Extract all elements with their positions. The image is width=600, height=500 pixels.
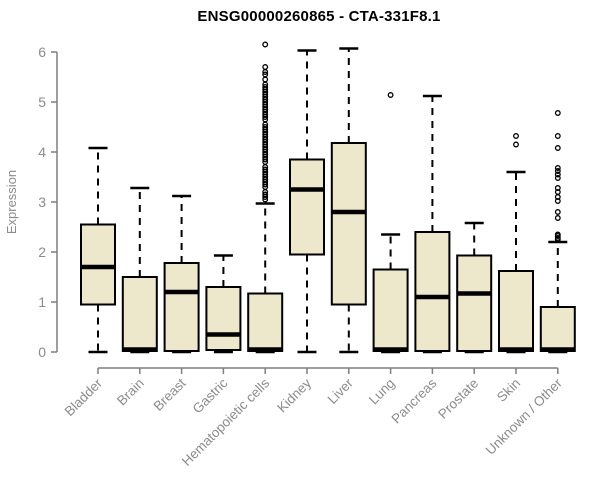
outlier-point xyxy=(262,76,269,83)
outlier-point xyxy=(554,175,561,181)
outlier-point xyxy=(262,64,269,70)
box-kidney xyxy=(289,49,325,354)
outlier-point xyxy=(554,165,561,171)
outlier-point xyxy=(262,41,269,48)
outlier-point xyxy=(554,133,561,139)
x-tick-label-prostate: Prostate xyxy=(435,376,481,422)
y-axis: 0 1 2 3 4 5 6 Expression xyxy=(4,44,58,360)
y-tick-label: 3 xyxy=(38,194,46,210)
outlier-point xyxy=(554,185,561,191)
y-tick-label: 2 xyxy=(38,244,46,260)
box-lung xyxy=(372,92,409,354)
iqr-box xyxy=(80,223,116,306)
iqr-box xyxy=(539,306,576,352)
outlier-point xyxy=(262,191,269,198)
outlier-point xyxy=(262,124,269,130)
box-unknown-other xyxy=(539,110,576,354)
box-gastric xyxy=(205,254,242,354)
x-tick-label-breast: Breast xyxy=(151,375,189,413)
x-tick-label-brain: Brain xyxy=(114,376,147,409)
box-hematopoietic-cells xyxy=(247,41,284,354)
box-bladder xyxy=(80,146,116,354)
y-tick-label: 0 xyxy=(38,344,46,360)
iqr-box xyxy=(330,142,367,306)
outlier-point xyxy=(554,235,561,241)
outlier-point xyxy=(513,141,519,148)
outlier-point xyxy=(554,145,561,151)
x-tick-label-lung: Lung xyxy=(366,376,398,408)
outlier-point xyxy=(554,209,561,215)
y-axis-title: Expression xyxy=(4,170,19,234)
iqr-box xyxy=(163,262,200,352)
box-pancreas xyxy=(414,94,451,354)
x-tick-label-bladder: Bladder xyxy=(62,375,106,419)
iqr-box xyxy=(414,231,451,352)
iqr-box xyxy=(456,254,493,352)
outlier-point xyxy=(554,110,561,116)
y-tick-label: 5 xyxy=(38,94,46,110)
outlier-point xyxy=(554,171,561,178)
x-tick-label-gastric: Gastric xyxy=(190,375,231,416)
iqr-box xyxy=(121,276,158,352)
x-tick-label-liver: Liver xyxy=(325,375,357,407)
y-tick-label: 1 xyxy=(38,294,46,310)
outlier-point xyxy=(262,166,269,173)
outlier-point xyxy=(513,133,519,139)
iqr-box xyxy=(205,286,242,351)
iqr-box xyxy=(289,158,325,256)
x-tick-label-skin: Skin xyxy=(494,376,523,405)
box-skin xyxy=(498,133,534,354)
outlier-point xyxy=(262,71,269,78)
iqr-box xyxy=(247,292,284,352)
x-tick-label-kidney: Kidney xyxy=(274,375,314,415)
outlier-point xyxy=(554,168,561,174)
iqr-box xyxy=(498,270,534,352)
chart-title: ENSG00000260865 - CTA-331F8.1 xyxy=(197,8,441,25)
box-prostate xyxy=(456,221,493,354)
outlier-point xyxy=(554,231,561,238)
y-tick-label: 6 xyxy=(38,44,46,60)
x-tick-label-unknown-other: Unknown / Other xyxy=(483,375,566,458)
box-brain xyxy=(121,186,158,354)
box-liver xyxy=(330,47,367,354)
outlier-point xyxy=(262,84,269,90)
y-tick-label: 4 xyxy=(38,144,46,160)
box-breast xyxy=(163,194,200,354)
outlier-point xyxy=(554,215,561,221)
iqr-box xyxy=(372,268,409,352)
outlier-point xyxy=(387,92,394,98)
x-tick-label-pancreas: Pancreas xyxy=(389,375,440,426)
